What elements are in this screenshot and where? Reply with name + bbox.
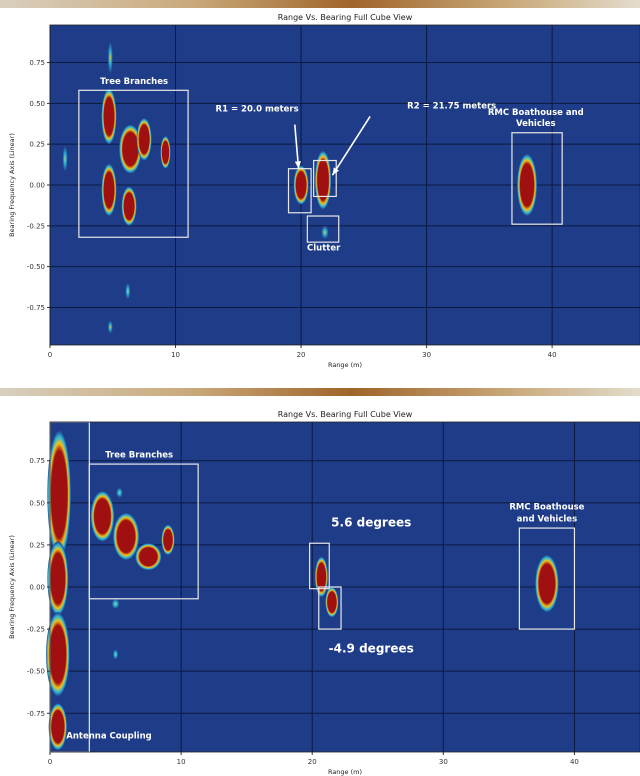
arrow-head bbox=[294, 161, 302, 169]
weak-return bbox=[125, 282, 131, 300]
detection-blob bbox=[90, 491, 115, 542]
range-bearing-chart-top: Tree Branches R1 = 20.0 meters R2 = 21.75 … bbox=[8, 13, 640, 369]
annotation-box bbox=[306, 215, 340, 243]
detection-blob bbox=[47, 430, 71, 559]
y-tick-label: 0.25 bbox=[29, 141, 45, 149]
x-axis-label: Range (m) bbox=[328, 361, 362, 369]
annotation-box bbox=[287, 168, 312, 214]
chart-panel-top: Tree Branches R1 = 20.0 meters R2 = 21.75 … bbox=[0, 0, 640, 382]
y-tick-label: 0.75 bbox=[29, 59, 45, 67]
x-axis-label: Range (m) bbox=[328, 768, 362, 776]
x-tick-label: 10 bbox=[171, 351, 180, 359]
annotation-label: RMC Boathouse bbox=[509, 503, 584, 513]
annotation-label: RMC Boathouse and bbox=[488, 108, 584, 118]
detection-blob bbox=[119, 124, 142, 174]
x-tick-label: 30 bbox=[439, 758, 448, 766]
annotation-label: R1 = 20.0 meters bbox=[216, 105, 299, 115]
header-strip bbox=[0, 0, 640, 8]
range-bearing-chart-bottom: Tree Branches 5.6 degrees -4.9 degrees RMC … bbox=[8, 410, 640, 776]
weak-return bbox=[62, 145, 68, 172]
detection-blob bbox=[101, 88, 117, 145]
weak-return bbox=[112, 649, 119, 660]
annotation-label: R2 = 21.75 meters bbox=[407, 101, 496, 111]
header-strip bbox=[0, 388, 640, 396]
annotation-box bbox=[313, 159, 337, 198]
annotation-box bbox=[88, 463, 199, 600]
y-tick-label: -0.75 bbox=[27, 710, 45, 718]
detection-blob bbox=[160, 136, 171, 169]
y-tick-label: 0.00 bbox=[29, 182, 45, 190]
x-tick-label: 10 bbox=[177, 758, 186, 766]
detection-blob bbox=[121, 186, 137, 226]
y-tick-label: 0.50 bbox=[29, 100, 45, 108]
detection-blob bbox=[48, 703, 68, 751]
y-axis-label: Bearing Frequency Axis (Linear) bbox=[8, 535, 16, 639]
detection-blob bbox=[161, 524, 175, 556]
annotation-box bbox=[78, 89, 189, 238]
x-tick-label: 20 bbox=[308, 758, 317, 766]
annotation-box bbox=[518, 527, 576, 630]
annotation-box bbox=[318, 586, 342, 630]
detection-blob bbox=[314, 556, 328, 598]
detection-blob bbox=[47, 541, 69, 616]
chart-panel-bottom: Tree Branches 5.6 degrees -4.9 degrees RMC … bbox=[0, 388, 640, 776]
annotation-label: and Vehicles bbox=[517, 514, 577, 524]
weak-return bbox=[107, 41, 113, 74]
annotation-arrow bbox=[293, 124, 300, 169]
chart-title: Range Vs. Bearing Full Cube View bbox=[278, 13, 413, 22]
annotation-label: -4.9 degrees bbox=[329, 642, 414, 656]
detection-blob bbox=[535, 555, 559, 613]
y-axis-label: Bearing Frequency Axis (Linear) bbox=[8, 133, 16, 237]
y-tick-label: -0.75 bbox=[27, 304, 45, 312]
y-tick-label: -0.50 bbox=[27, 668, 45, 676]
detection-blob bbox=[293, 165, 309, 205]
weak-return bbox=[111, 598, 120, 609]
annotation-label: Tree Branches bbox=[105, 450, 173, 460]
plot-frame bbox=[49, 24, 640, 346]
x-tick-label: 0 bbox=[48, 758, 52, 766]
y-tick-label: -0.50 bbox=[27, 263, 45, 271]
y-tick-label: 0.50 bbox=[29, 499, 45, 507]
weak-return bbox=[107, 320, 113, 334]
x-tick-label: 0 bbox=[48, 351, 52, 359]
annotation-label: Tree Branches bbox=[100, 77, 168, 87]
weak-return bbox=[116, 487, 123, 498]
y-tick-label: 0.75 bbox=[29, 457, 45, 465]
y-tick-label: 0.00 bbox=[29, 584, 45, 592]
detection-blob bbox=[112, 512, 140, 561]
detection-blob bbox=[46, 612, 70, 697]
detection-blob bbox=[325, 587, 339, 618]
chart-title: Range Vs. Bearing Full Cube View bbox=[278, 410, 413, 419]
detection-blob bbox=[314, 150, 332, 210]
x-tick-label: 20 bbox=[297, 351, 306, 359]
annotation-arrow bbox=[331, 115, 371, 176]
y-tick-label: -0.25 bbox=[27, 626, 45, 634]
annotation-label: Antenna Coupling bbox=[66, 732, 151, 742]
detection-blob bbox=[136, 118, 152, 161]
annotation-label: Clutter bbox=[307, 243, 341, 253]
y-tick-label: -0.25 bbox=[27, 222, 45, 230]
detection-blob bbox=[516, 153, 538, 217]
arrow-head bbox=[332, 167, 340, 176]
annotation-label: 5.6 degrees bbox=[331, 515, 411, 529]
annotation-label: Vehicles bbox=[516, 119, 556, 129]
y-tick-label: 0.25 bbox=[29, 541, 45, 549]
detection-blob bbox=[135, 543, 162, 571]
detection-blob bbox=[101, 163, 117, 217]
x-tick-label: 40 bbox=[548, 351, 557, 359]
annotation-box bbox=[309, 542, 330, 590]
x-tick-label: 30 bbox=[422, 351, 431, 359]
x-tick-label: 40 bbox=[570, 758, 579, 766]
annotation-box bbox=[511, 132, 563, 225]
weak-return bbox=[321, 225, 329, 239]
plot-frame bbox=[49, 421, 640, 753]
